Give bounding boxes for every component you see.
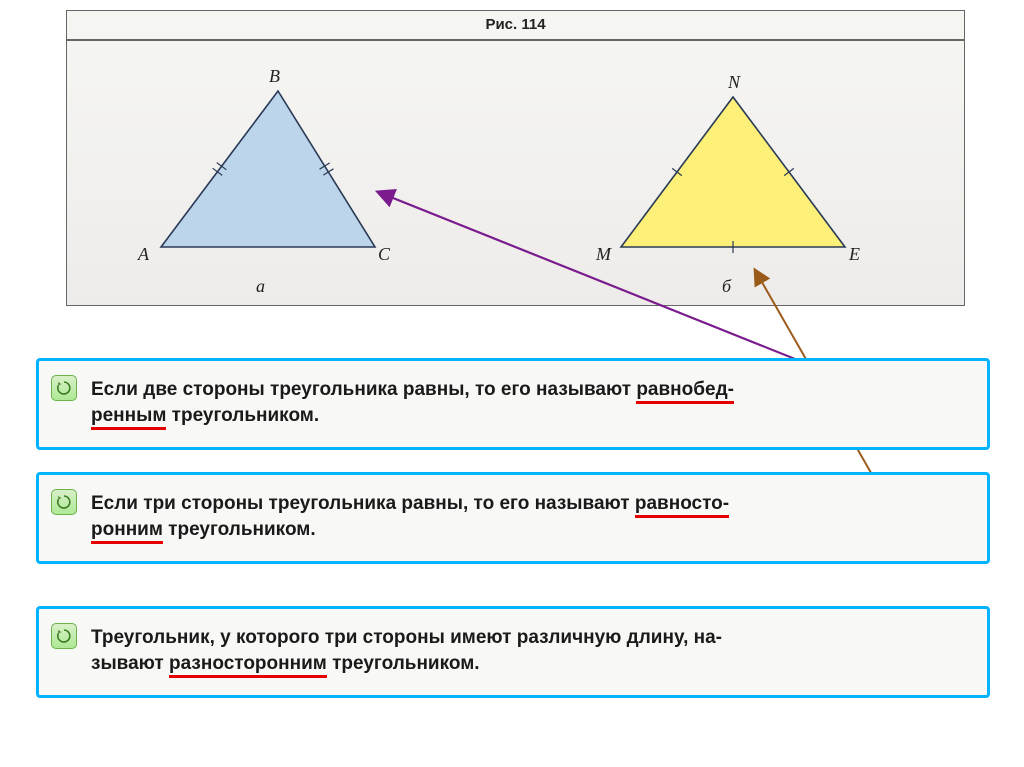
subfigure-label: а: [256, 276, 265, 297]
figure-panel: [66, 40, 965, 306]
definition-box: Треугольник, у которого три стороны имею…: [36, 606, 990, 698]
subfigure-label: б: [722, 276, 731, 297]
definition-box: Если три стороны треугольника равны, то …: [36, 472, 990, 564]
figure-title-box: Рис. 114: [66, 10, 965, 40]
bullet-refresh-icon: [51, 375, 77, 401]
vertex-label: B: [269, 66, 280, 87]
vertex-label: E: [849, 244, 860, 265]
definition-inner: Треугольник, у которого три стороны имею…: [39, 609, 987, 692]
vertex-label: C: [378, 244, 390, 265]
triangle-b: [621, 97, 845, 247]
definition-box: Если две стороны треугольника равны, то …: [36, 358, 990, 450]
figure-title: Рис. 114: [485, 16, 545, 33]
definition-text: Если три стороны треугольника равны, то …: [91, 491, 963, 542]
definition-inner: Если три стороны треугольника равны, то …: [39, 475, 987, 558]
triangles-diagram: [67, 41, 964, 305]
definition-inner: Если две стороны треугольника равны, то …: [39, 361, 987, 444]
vertex-label: N: [728, 72, 740, 93]
triangle-a: [161, 91, 375, 247]
definition-text: Если две стороны треугольника равны, то …: [91, 377, 963, 428]
vertex-label: A: [138, 244, 149, 265]
bullet-refresh-icon: [51, 623, 77, 649]
bullet-refresh-icon: [51, 489, 77, 515]
vertex-label: M: [596, 244, 611, 265]
definition-text: Треугольник, у которого три стороны имею…: [91, 625, 963, 676]
